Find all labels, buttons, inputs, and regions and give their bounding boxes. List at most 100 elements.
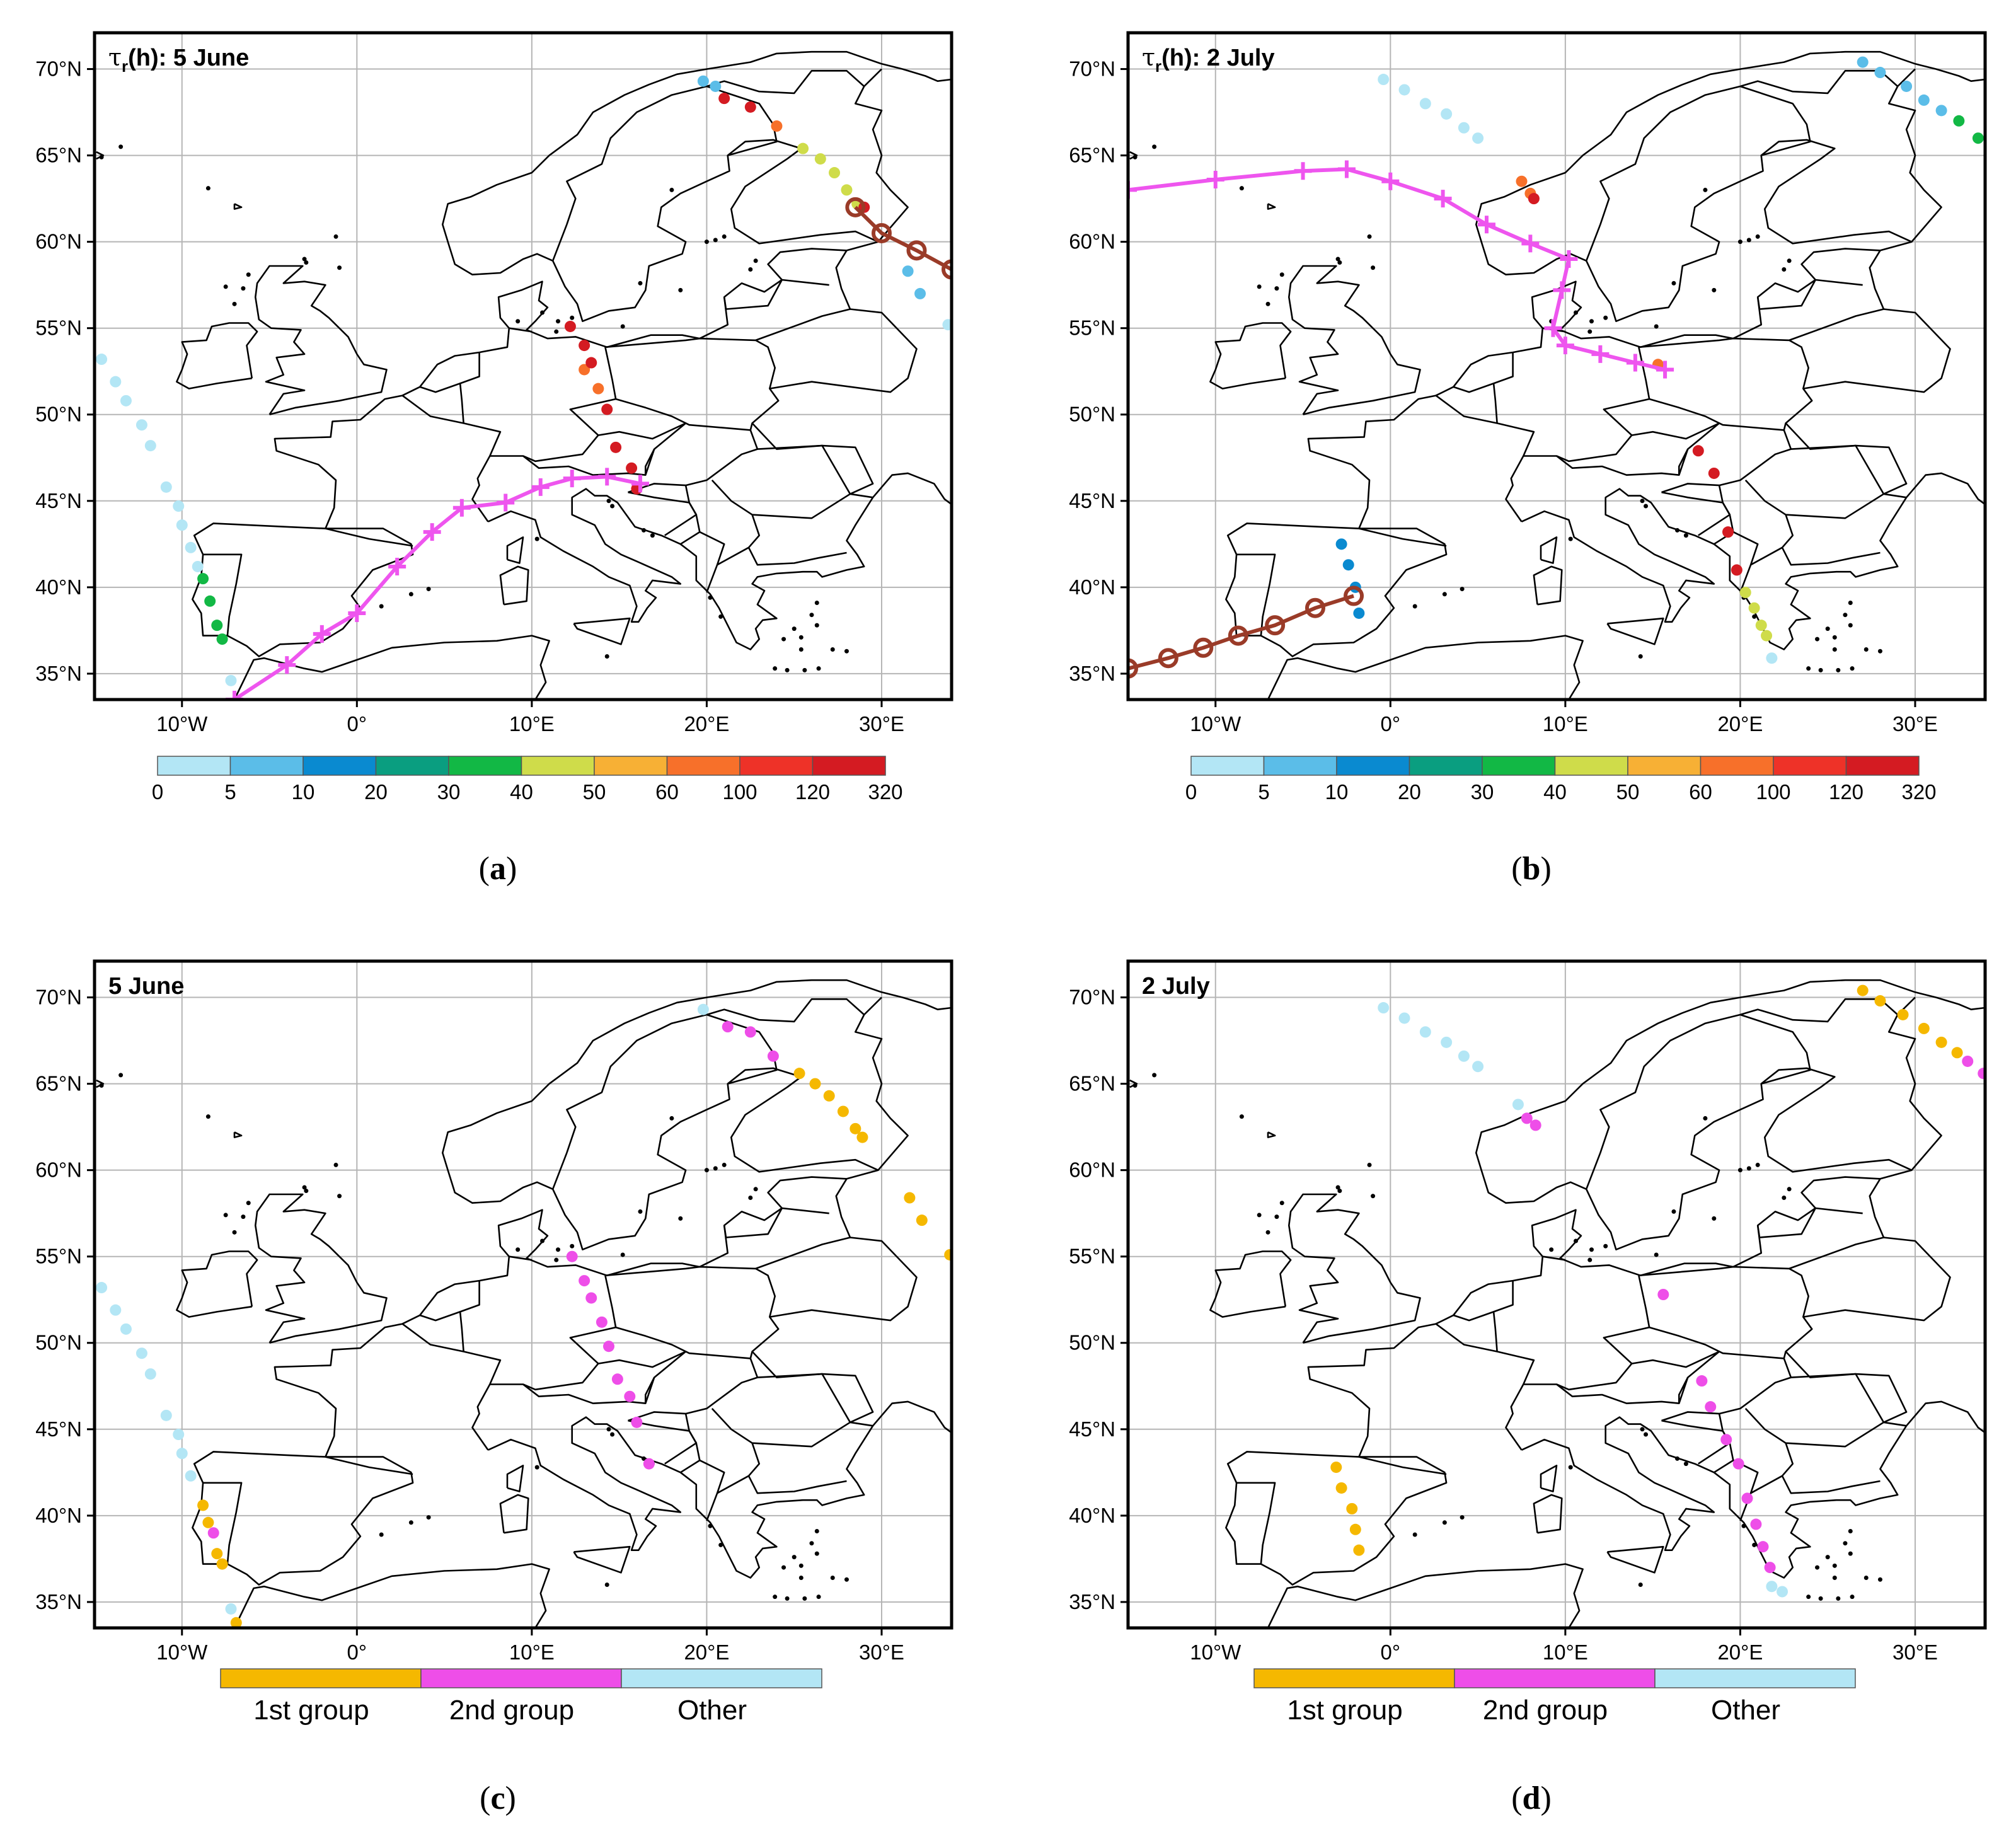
data-point (1353, 607, 1365, 619)
colorbar-label: 50 (1616, 780, 1640, 804)
data-point (225, 674, 237, 686)
island (1654, 324, 1659, 329)
coastline (506, 536, 524, 564)
data-point (1330, 1462, 1342, 1474)
island (1568, 536, 1573, 541)
colorbar-label: 100 (1756, 780, 1790, 804)
data-point (767, 1050, 779, 1062)
colorbar-label: 100 (722, 780, 757, 804)
island (304, 1189, 309, 1194)
island (1703, 187, 1708, 192)
island (1818, 1596, 1823, 1601)
coastline (1521, 1400, 1985, 1579)
country-border (1599, 1013, 1741, 1153)
axis-ticks: 70°N 65°N 60°N 55°N 50°N 45°N 40°N 35°N 10°W 0° 10… (1069, 57, 1938, 735)
data-point (1750, 1518, 1762, 1530)
island (781, 1565, 786, 1570)
colorbar-segment (1554, 756, 1628, 776)
data-point (904, 1192, 916, 1204)
country-border (723, 279, 829, 310)
coastline (254, 1193, 388, 1344)
lat-tick-label: 50°N (35, 1331, 82, 1354)
coastlines (1129, 979, 1985, 1628)
island (1335, 1185, 1340, 1190)
data-point (601, 403, 613, 415)
data-point (697, 75, 709, 87)
data-point (1472, 132, 1484, 144)
country-border (628, 1419, 698, 1465)
country-border (1556, 1275, 1650, 1391)
data-point (631, 1416, 643, 1428)
country-border (747, 1475, 847, 1494)
map-background (95, 33, 952, 700)
island (773, 666, 778, 671)
coastline (1209, 1250, 1292, 1318)
island (1746, 238, 1751, 243)
data-point (809, 1078, 821, 1090)
island (1367, 234, 1372, 239)
lon-tick-label: 20°E (684, 712, 729, 735)
island (1239, 186, 1244, 191)
colorbar-segment (739, 756, 814, 776)
island (570, 1243, 575, 1249)
data-point (1722, 526, 1734, 538)
colorbar-label: 10 (292, 780, 315, 804)
data-point (135, 1347, 147, 1359)
data-point (1777, 1586, 1788, 1598)
colorbar-label: 0 (152, 780, 163, 804)
coastline (274, 50, 952, 529)
island (638, 1209, 643, 1214)
lat-tick-label: 70°N (35, 986, 82, 1009)
coastline (1209, 322, 1292, 389)
lat-tick-label: 35°N (1069, 1590, 1115, 1613)
island (516, 1247, 521, 1252)
island (1782, 267, 1787, 272)
coastline (506, 1465, 524, 1492)
data-point (916, 1214, 928, 1226)
island (610, 504, 615, 509)
island (246, 1201, 251, 1206)
island (809, 1541, 814, 1546)
island (1568, 1465, 1573, 1470)
island (1152, 1073, 1157, 1078)
island (753, 258, 758, 263)
island (1787, 1187, 1792, 1192)
lon-tick-label: 20°E (684, 1641, 729, 1664)
colorbar-label: 10 (1325, 780, 1349, 804)
lat-tick-label: 65°N (1069, 1072, 1115, 1095)
island (1815, 637, 1820, 642)
island (1638, 654, 1643, 659)
island (223, 1213, 228, 1218)
panel-caption: (c) (480, 1780, 516, 1816)
island (748, 267, 753, 272)
island (722, 234, 727, 239)
lat-tick-label: 60°N (1069, 1158, 1115, 1182)
data-point (110, 1304, 122, 1316)
island (223, 284, 228, 289)
trajectory-marker (631, 475, 649, 493)
lon-tick-label: 10°W (156, 1641, 208, 1664)
island (1265, 301, 1270, 306)
group-swatch (220, 1668, 422, 1688)
island (1603, 1243, 1608, 1249)
coastline (1225, 522, 1448, 657)
lat-tick-label: 40°N (35, 1504, 82, 1527)
island (642, 528, 647, 533)
country-border (755, 250, 851, 342)
data-point (823, 1090, 835, 1102)
data-point (1528, 193, 1540, 205)
data-point (176, 1448, 188, 1460)
island (785, 667, 790, 672)
data-point (1874, 67, 1886, 79)
coastline (1225, 1451, 1448, 1586)
island (1644, 504, 1649, 509)
trajectory-marker (1434, 190, 1452, 208)
country-border (1803, 1237, 1951, 1322)
coastline (96, 151, 105, 160)
trajectory-marker (278, 656, 296, 674)
country-border (522, 1275, 617, 1391)
colorbar-segment (448, 756, 522, 776)
lon-tick-label: 10°E (1543, 712, 1588, 735)
lat-tick-label: 70°N (1069, 986, 1115, 1009)
lat-tick-label: 60°N (1069, 230, 1115, 253)
